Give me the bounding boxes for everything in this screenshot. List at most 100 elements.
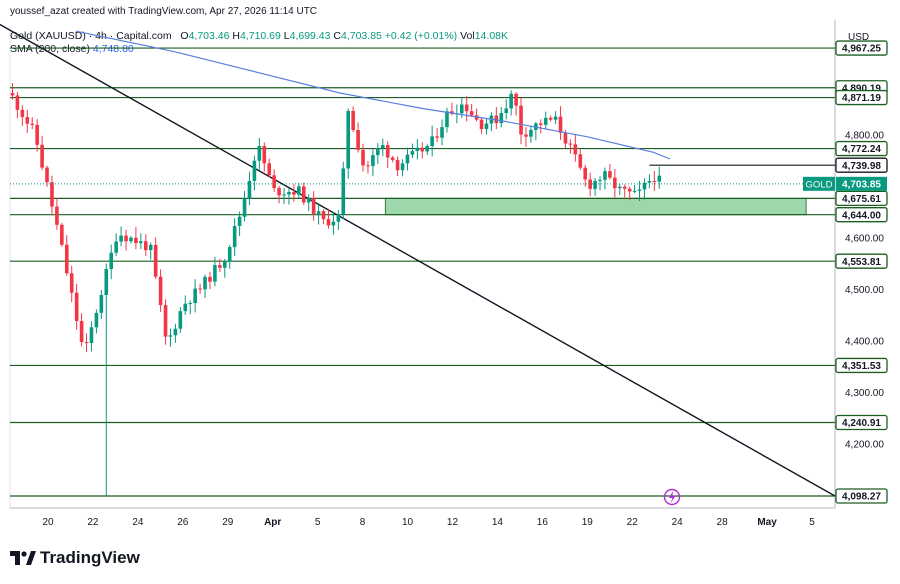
tradingview-logo[interactable]: TradingView [10, 548, 140, 568]
candle-body [435, 136, 439, 138]
candle-body [119, 235, 123, 242]
candle-body [351, 110, 355, 131]
candle-body [143, 241, 148, 251]
close-label: C [333, 30, 341, 42]
candle-body [60, 224, 64, 245]
x-tick-label: 5 [809, 517, 815, 528]
candle-body [139, 241, 143, 244]
candle-body [114, 241, 118, 253]
candle-body [148, 244, 153, 251]
level-label: 4,871.19 [842, 93, 881, 104]
level-label-box [835, 157, 888, 173]
candle-body [104, 268, 109, 296]
level-label-box [835, 357, 888, 374]
level-label: 4,890.19 [842, 83, 881, 94]
candle-body [158, 276, 163, 306]
close-value: 4,703.85 [341, 30, 382, 42]
candle-body [336, 214, 341, 222]
candle-body [627, 188, 632, 192]
candle-body [647, 181, 652, 183]
x-tick-label: 19 [582, 517, 594, 528]
candle-body [178, 311, 183, 329]
tradingview-logo-icon [10, 551, 36, 565]
candle-body [10, 93, 15, 96]
candle-body [346, 110, 351, 169]
candles [10, 83, 662, 497]
candle-body [509, 93, 513, 109]
x-tick-label: 22 [87, 517, 99, 528]
lightning-icon-bolt [669, 491, 676, 503]
candle-body [538, 123, 543, 125]
x-tick-label: 10 [402, 517, 414, 528]
candle-body [247, 180, 252, 199]
candle-body [376, 148, 380, 156]
symbol-legend: Gold (XAUUSD) · 4h · Capital.com O4,703.… [10, 30, 508, 42]
candle-body [94, 312, 99, 328]
level-label: 4,675.61 [842, 194, 881, 205]
low-label: L [283, 30, 290, 42]
candle-body [400, 163, 405, 171]
demand-zone [384, 197, 807, 216]
candle-body [326, 219, 331, 226]
candle-body [213, 265, 217, 282]
candle-body [632, 190, 637, 192]
low-value: 4,699.43 [289, 30, 331, 42]
candle-body [30, 123, 35, 125]
candle-body [529, 129, 533, 137]
candle-body [55, 206, 59, 225]
candle-body [282, 194, 286, 196]
candle-body [168, 335, 173, 337]
candle-body [134, 237, 138, 244]
candle-body [124, 235, 128, 242]
candle-body [277, 188, 281, 196]
open-value: 4,703.46 [188, 30, 230, 42]
symbol-name[interactable]: Gold (XAUUSD) · 4h · Capital.com [10, 30, 172, 42]
y-tick-label: 4,600.00 [845, 233, 884, 244]
level-label-box [835, 253, 888, 269]
sma-legend[interactable]: SMA (200, close) 4,748.80 [10, 43, 134, 55]
candle-body [40, 144, 44, 168]
level-label: 4,644.00 [842, 210, 881, 221]
candle-body [514, 93, 518, 106]
candle-body [153, 244, 158, 277]
candle-body [193, 288, 197, 304]
symbol-tag: GOLD [806, 179, 833, 190]
level-label-box [835, 190, 888, 207]
candle-body [311, 198, 316, 214]
sma-value: 4,748.80 [92, 43, 134, 55]
candle-body [69, 273, 74, 293]
sma-line [75, 30, 671, 160]
candle-body [420, 147, 425, 152]
last-price-label: 4,703.85 [842, 179, 881, 190]
candle-body [361, 149, 365, 166]
candle-body [257, 146, 262, 161]
candle-body [203, 276, 207, 290]
candle-body [272, 175, 276, 189]
candle-body [237, 216, 242, 227]
candle-body [445, 111, 449, 128]
candle-body [222, 261, 227, 268]
candle-body [395, 159, 400, 171]
candle-body [484, 123, 489, 130]
candle-body [415, 147, 420, 152]
candle-body [208, 276, 212, 282]
candle-body [459, 104, 464, 114]
candle-body [20, 109, 25, 118]
candle-body [109, 252, 114, 269]
candle-body [99, 295, 104, 313]
high-label: H [232, 30, 240, 42]
x-tick-label: 16 [537, 517, 549, 528]
x-tick-label: 12 [447, 517, 459, 528]
candle-body [366, 165, 370, 167]
x-tick-label: Apr [264, 517, 281, 528]
y-tick-label: 4,400.00 [845, 336, 884, 347]
candle-body [583, 167, 588, 180]
y-tick-label: 4,500.00 [845, 285, 884, 296]
candle-body [558, 116, 563, 133]
level-label: 4,240.91 [842, 418, 881, 429]
y-tick-label: 4,200.00 [845, 440, 884, 451]
y-tick-label: 4,300.00 [845, 388, 884, 399]
level-label: 4,967.25 [842, 44, 881, 55]
candle-body [183, 303, 188, 312]
